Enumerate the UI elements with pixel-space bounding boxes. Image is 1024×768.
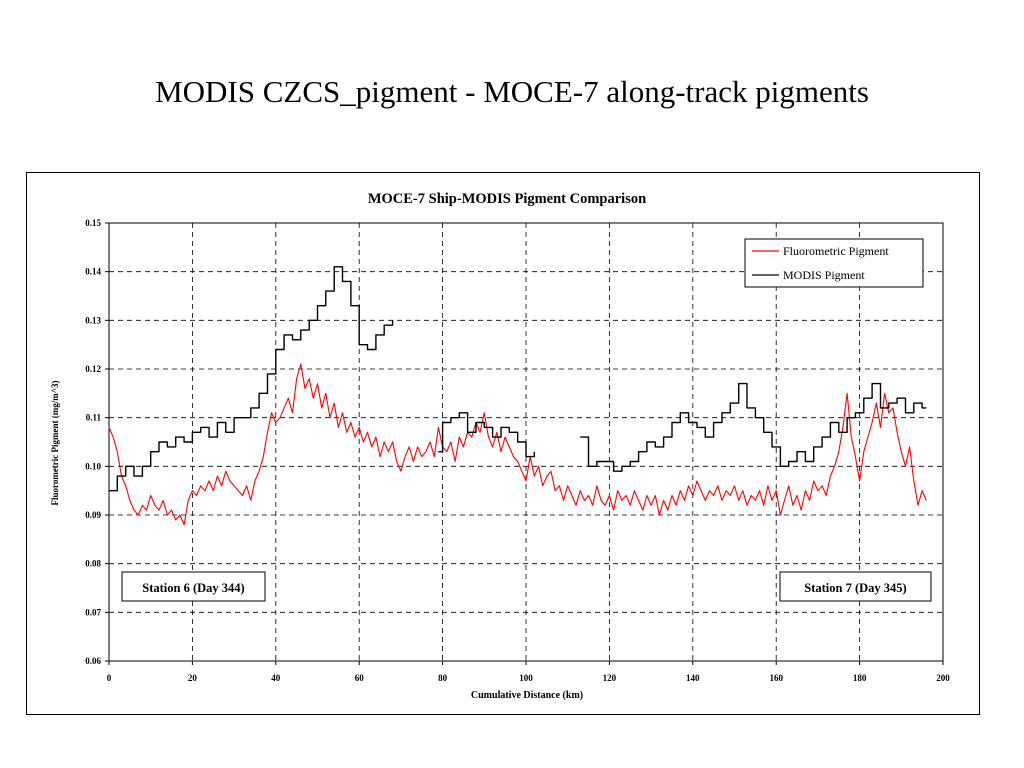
- modis-pigment-line: [438, 412, 535, 458]
- y-tick-label: 0.10: [85, 461, 101, 471]
- legend-label-modis: MODIS Pigment: [783, 268, 865, 282]
- y-tick-label: 0.09: [85, 510, 101, 520]
- y-tick-label: 0.13: [85, 315, 101, 325]
- station-6-box: [121, 571, 266, 602]
- legend-box: [744, 238, 924, 288]
- x-tick-label: 100: [519, 673, 533, 683]
- x-tick-label: 60: [355, 673, 365, 683]
- modis-pigment-line: [580, 382, 927, 472]
- x-tick-label: 20: [188, 673, 198, 683]
- y-tick-label: 0.12: [85, 364, 101, 374]
- y-tick-label: 0.08: [85, 559, 101, 569]
- series-lines: [108, 266, 927, 526]
- fluorometric-pigment-line: [108, 363, 927, 526]
- station-6-label: Station 6 (Day 344): [142, 581, 244, 595]
- x-tick-label: 120: [603, 673, 617, 683]
- legend-label-fluorometric: Fluorometric Pigment: [783, 244, 889, 258]
- x-tick-label: 0: [107, 673, 112, 683]
- x-axis-label: Cumulative Distance (km): [471, 690, 583, 701]
- slide-title: MODIS CZCS_pigment - MOCE-7 along-track …: [155, 74, 869, 109]
- station-7-box: [779, 571, 932, 602]
- x-tick-label: 40: [271, 673, 281, 683]
- x-tick-label: 160: [769, 673, 783, 683]
- x-axis-ticks: 0 20 40 60 80 100 120 140 160 180 200: [107, 661, 950, 683]
- y-axis-label: Fluorometric Pigment (mg/m^3): [50, 380, 60, 505]
- station-7-label: Station 7 (Day 345): [804, 581, 906, 595]
- station-6-annotation: Station 6 (Day 344): [121, 571, 266, 602]
- pigment-comparison-chart: MOCE-7 Ship-MODIS Pigment Comparison 0.0…: [50, 191, 950, 701]
- x-tick-label: 80: [438, 673, 448, 683]
- legend: Fluorometric Pigment MODIS Pigment: [744, 238, 924, 288]
- station-7-annotation: Station 7 (Day 345): [779, 571, 932, 602]
- modis-pigment-line: [109, 266, 394, 492]
- y-tick-label: 0.06: [85, 656, 101, 666]
- y-tick-label: 0.07: [85, 607, 101, 617]
- y-tick-label: 0.15: [85, 218, 101, 228]
- x-tick-label: 140: [686, 673, 700, 683]
- y-axis-ticks: 0.06 0.07 0.08 0.09 0.10 0.11 0.12 0.13 0.14 0.15: [85, 218, 109, 666]
- y-tick-label: 0.11: [86, 413, 102, 423]
- x-tick-label: 180: [853, 673, 867, 683]
- y-tick-label: 0.14: [85, 267, 101, 277]
- chart-frame: MOCE-7 Ship-MODIS Pigment Comparison 0.0…: [26, 172, 980, 715]
- chart-title: MOCE-7 Ship-MODIS Pigment Comparison: [368, 191, 646, 207]
- x-tick-label: 200: [936, 673, 950, 683]
